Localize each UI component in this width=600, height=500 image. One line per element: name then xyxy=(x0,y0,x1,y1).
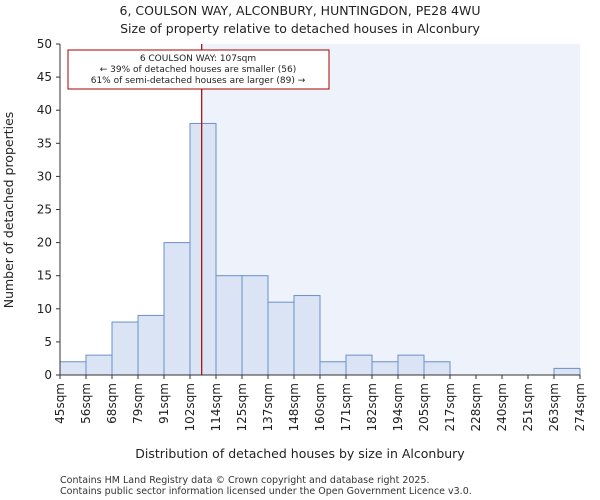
bar xyxy=(293,295,321,376)
bar xyxy=(423,361,451,376)
x-tick-label: 182sqm xyxy=(365,383,379,431)
y-tick-label: 5 xyxy=(44,335,52,349)
y-tick-label: 0 xyxy=(44,368,52,382)
bar xyxy=(137,314,165,376)
annotation-line-2: ← 39% of detached houses are smaller (56… xyxy=(100,65,297,75)
bar xyxy=(215,275,243,376)
bar xyxy=(163,242,191,376)
x-tick-label: 263sqm xyxy=(547,383,561,431)
bar xyxy=(267,301,295,376)
annotation-box: 6 COULSON WAY: 107sqm ← 39% of detached … xyxy=(67,49,330,90)
bar xyxy=(241,275,269,376)
x-tick-label: 160sqm xyxy=(313,383,327,431)
x-tick-label: 228sqm xyxy=(469,383,483,431)
y-axis-label: Number of detached properties xyxy=(1,112,16,309)
annotation-line-1: 6 COULSON WAY: 107sqm xyxy=(140,54,256,64)
x-tick-label: 251sqm xyxy=(521,383,535,431)
x-tick-label: 194sqm xyxy=(391,383,405,431)
x-tick-label: 45sqm xyxy=(53,383,67,424)
bar xyxy=(189,122,217,376)
x-tick-label: 274sqm xyxy=(573,383,587,431)
y-tick-label: 15 xyxy=(37,269,52,283)
x-tick-label: 68sqm xyxy=(105,383,119,424)
y-tick-label: 45 xyxy=(37,70,52,84)
y-tick-label: 20 xyxy=(37,236,52,250)
footer-line-2: Contains public sector information licen… xyxy=(60,486,472,497)
x-tick-label: 102sqm xyxy=(183,383,197,431)
y-tick-label: 30 xyxy=(37,169,52,183)
footer-line-1: Contains HM Land Registry data © Crown c… xyxy=(60,475,430,486)
bar xyxy=(59,361,87,376)
y-tick-label: 25 xyxy=(37,203,52,217)
y-tick-label: 10 xyxy=(37,302,52,316)
plot-area: 0 5 10 15 20 25 30 35 40 45 50 45sqm 56sqm 68sqm 79sqm… xyxy=(37,37,587,431)
y-tick-label: 40 xyxy=(37,103,52,117)
bar xyxy=(319,361,347,376)
bar xyxy=(553,367,581,376)
annotation-frame xyxy=(67,49,330,90)
annotation-line-3: 61% of semi-detached houses are larger (… xyxy=(91,76,306,86)
x-tick-label: 205sqm xyxy=(417,383,431,431)
x-tick-label: 171sqm xyxy=(339,383,353,431)
x-tick-label: 79sqm xyxy=(131,383,145,424)
x-tick-label: 56sqm xyxy=(79,383,93,424)
x-tick-label: 217sqm xyxy=(443,383,457,431)
x-tick-label: 114sqm xyxy=(209,383,223,431)
y-tick-label: 50 xyxy=(37,37,52,51)
x-tick-label: 137sqm xyxy=(261,383,275,431)
bar xyxy=(397,354,425,376)
bar xyxy=(371,361,399,376)
chart-title: 6, COULSON WAY, ALCONBURY, HUNTINGDON, P… xyxy=(120,3,481,18)
chart-subtitle: Size of property relative to detached ho… xyxy=(120,21,480,36)
bar xyxy=(85,354,113,376)
x-axis-label: Distribution of detached houses by size … xyxy=(135,446,465,461)
bar xyxy=(111,321,139,376)
bar xyxy=(345,354,373,376)
y-tick-label: 35 xyxy=(37,136,52,150)
x-tick-label: 148sqm xyxy=(287,383,301,431)
x-tick-label: 240sqm xyxy=(495,383,509,431)
x-tick-label: 125sqm xyxy=(235,383,249,431)
x-tick-label: 91sqm xyxy=(157,383,171,424)
